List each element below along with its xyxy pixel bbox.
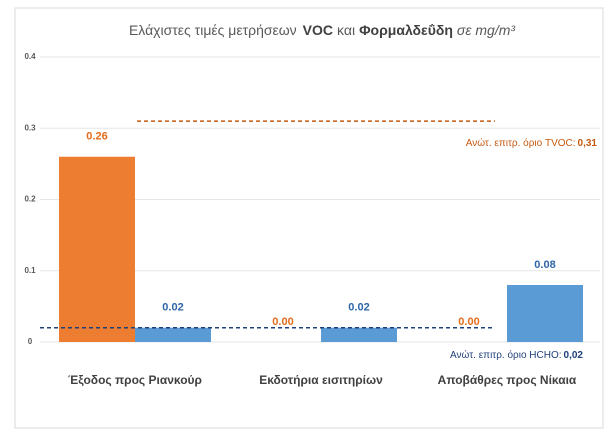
bar bbox=[321, 327, 397, 342]
x-tick-label: Αποβάθρες προς Νίκαια bbox=[437, 373, 577, 387]
y-tick-label: 0 bbox=[28, 337, 33, 346]
bar bbox=[507, 285, 583, 342]
data-label: 0.08 bbox=[534, 259, 555, 271]
data-label: 0.00 bbox=[272, 316, 293, 328]
bar bbox=[135, 327, 211, 342]
data-label: 0.02 bbox=[162, 302, 183, 314]
bar bbox=[59, 156, 135, 342]
y-tick-label: 0.4 bbox=[24, 52, 36, 61]
title-part: σε mg/m³ bbox=[457, 22, 515, 38]
reference-label-value: 0,02 bbox=[564, 350, 584, 361]
x-tick-label: Έξοδος προς Ριανκούρ bbox=[68, 373, 202, 387]
y-tick-label: 0.1 bbox=[24, 266, 36, 275]
data-label: 0.26 bbox=[86, 131, 107, 143]
data-label: 0.00 bbox=[458, 316, 479, 328]
reference-label-text: Ανώτ. επιτρ. όριο TVOC: bbox=[466, 137, 576, 149]
chart-title: Ελάχιστες τιμές μετρήσεων VOC και Φορμαλδεΰ… bbox=[129, 22, 515, 38]
title-part: Φορμαλδεΰδη bbox=[359, 22, 453, 38]
reference-label-value: 0,31 bbox=[578, 138, 598, 149]
title-part: και bbox=[337, 22, 355, 38]
y-tick-label: 0.3 bbox=[24, 123, 36, 132]
title-part: VOC bbox=[303, 22, 333, 38]
y-tick-label: 0.2 bbox=[24, 195, 36, 204]
title-part: Ελάχιστες τιμές μετρήσεων bbox=[129, 22, 297, 38]
reference-label: Ανώτ. επιτρ. όριο HCHO: 0,02 bbox=[450, 349, 583, 361]
reference-label-text: Ανώτ. επιτρ. όριο HCHO: bbox=[450, 349, 561, 361]
x-tick-label: Εκδοτήρια εισιτηρίων bbox=[259, 373, 383, 387]
reference-label: Ανώτ. επιτρ. όριο TVOC: 0,31 bbox=[466, 137, 598, 149]
data-label: 0.02 bbox=[348, 302, 369, 314]
